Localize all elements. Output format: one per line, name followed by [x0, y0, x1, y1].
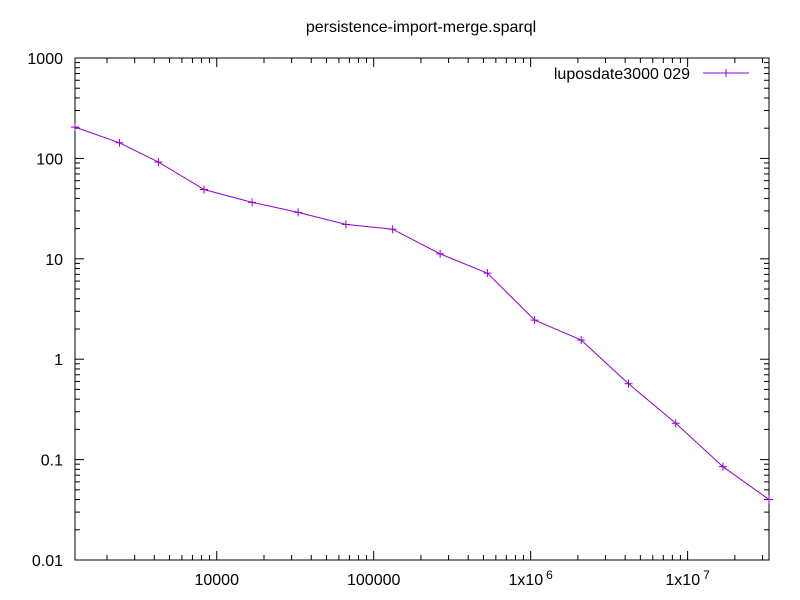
data-point — [624, 379, 633, 388]
data-point — [436, 249, 445, 258]
x-tick-label: 1x10 7 — [665, 568, 710, 589]
data-point — [154, 158, 163, 167]
axes: 1000 100 10 1 0.1 0.01 10000 100000 1x10 6 1x10 7 — [27, 51, 770, 589]
data-point — [115, 138, 124, 147]
data-point — [388, 225, 397, 234]
data-point — [248, 198, 257, 207]
y-tick-label: 0.01 — [32, 553, 63, 570]
legend: luposdate3000 029 — [554, 66, 749, 83]
x-tick-label: 10000 — [194, 572, 239, 589]
y-tick-label: 1 — [54, 352, 63, 369]
data-point — [341, 220, 350, 229]
series-line — [74, 126, 770, 500]
y-tick-label: 100 — [36, 151, 63, 168]
series-layer — [71, 123, 773, 504]
data-point — [71, 123, 79, 132]
x-tick-label: 100000 — [347, 572, 400, 589]
data-point — [671, 419, 680, 428]
data-point — [530, 316, 539, 325]
y-tick-label: 1000 — [27, 51, 63, 68]
x-tick-label: 1x10 6 — [508, 568, 553, 589]
data-point — [765, 495, 773, 504]
data-point — [200, 185, 209, 194]
data-point — [294, 208, 303, 217]
data-point — [718, 462, 727, 471]
y-tick-label: 10 — [45, 252, 63, 269]
data-point — [577, 336, 586, 345]
data-point — [483, 269, 492, 278]
legend-marker — [722, 69, 730, 77]
legend-label: luposdate3000 029 — [554, 66, 690, 83]
y-tick-label: 0.1 — [41, 453, 63, 470]
chart-title: persistence-import-merge.sparql — [306, 19, 536, 36]
plot-frame — [74, 57, 770, 561]
